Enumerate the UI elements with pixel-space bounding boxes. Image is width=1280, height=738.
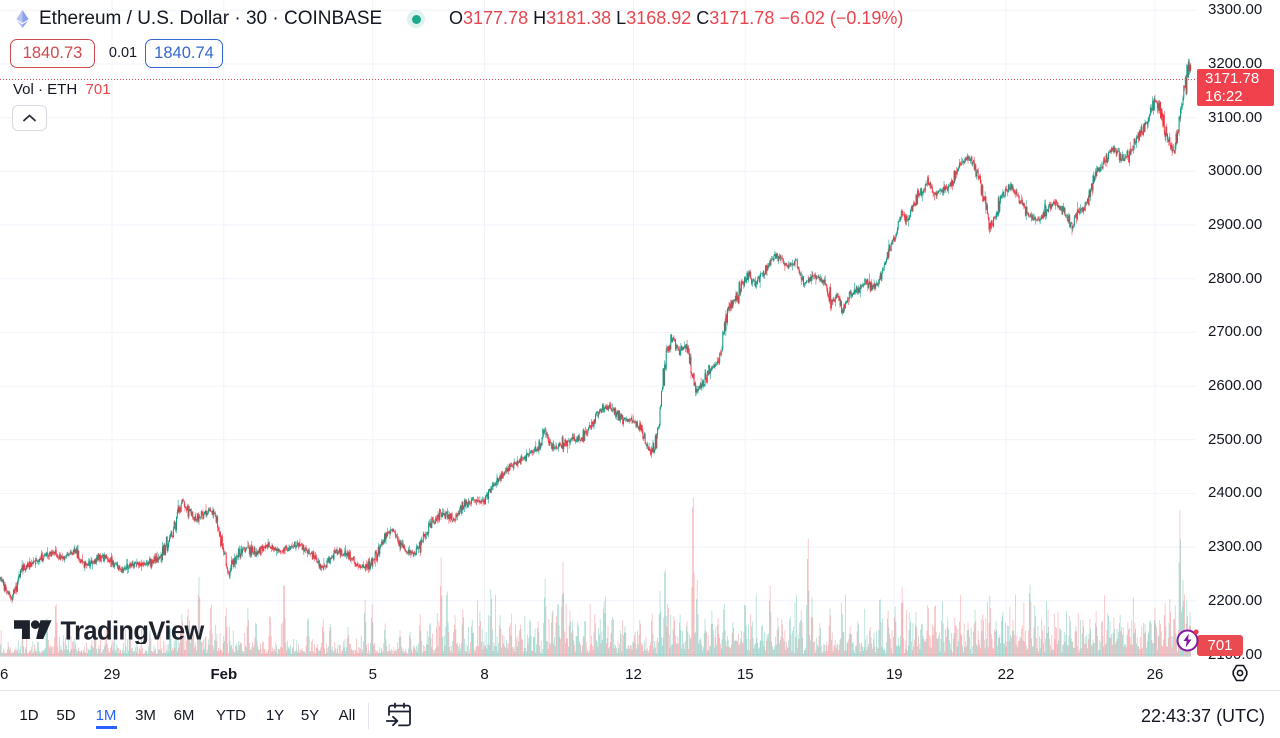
svg-text:TradingView: TradingView — [61, 617, 205, 644]
